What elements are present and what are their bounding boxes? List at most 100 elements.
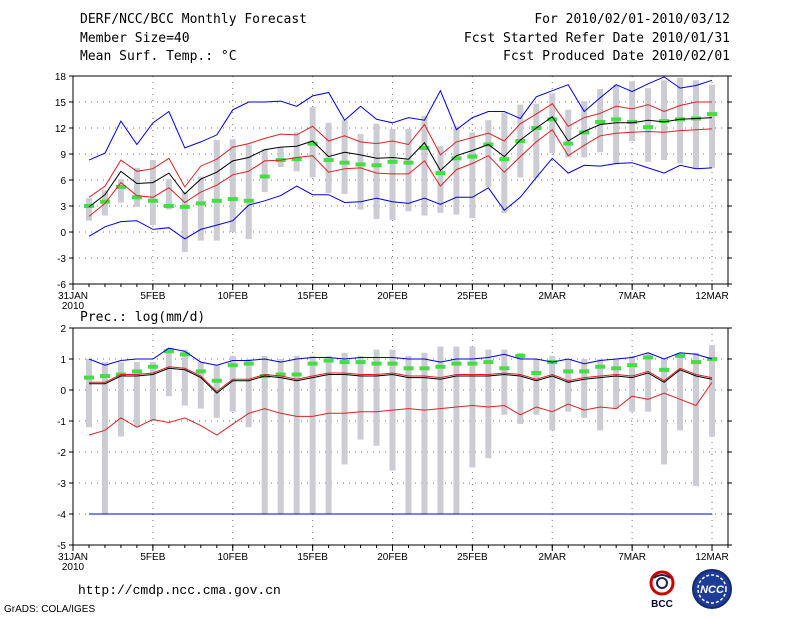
- median-mark: [323, 358, 334, 363]
- median-mark: [339, 160, 350, 165]
- y-tick-label: 6: [60, 176, 66, 187]
- median-mark: [707, 112, 718, 117]
- median-mark: [515, 353, 526, 358]
- spread-bar: [453, 126, 460, 215]
- median-mark: [179, 204, 190, 209]
- spread-bar: [565, 109, 572, 158]
- started-date: Fcst Started Refer Date 2010/01/31: [463, 31, 730, 46]
- x-tick-label: 2MAR: [538, 552, 566, 563]
- median-mark: [83, 204, 94, 208]
- y-tick-label: 0: [60, 228, 66, 239]
- spread-bar: [565, 359, 572, 412]
- spread-bar: [325, 122, 332, 193]
- ncc-logo-text: NCC: [700, 584, 725, 596]
- spread-bar: [325, 355, 332, 514]
- forecast-title: DERF/NCC/BCC Monthly Forecast: [80, 12, 307, 27]
- median-mark: [659, 119, 670, 124]
- median-mark: [83, 375, 94, 380]
- spread-bar: [341, 120, 348, 194]
- spread-bar: [245, 144, 252, 239]
- spread-bar: [469, 132, 476, 219]
- spread-bar: [613, 84, 620, 165]
- spread-bar: [677, 352, 684, 431]
- spread-bar: [117, 179, 124, 203]
- spread-bar: [181, 192, 188, 252]
- median-mark: [595, 119, 606, 124]
- median-mark: [419, 366, 430, 371]
- source-url[interactable]: http://cmdp.ncc.cma.gov.cn: [78, 583, 281, 598]
- y-tick-label: 9: [60, 150, 66, 161]
- y-tick-label: 12: [55, 124, 67, 135]
- x-tick-label: 7MAR: [618, 291, 646, 302]
- median-mark: [307, 141, 318, 146]
- median-mark: [547, 117, 558, 122]
- spread-bar: [453, 346, 460, 514]
- median-mark: [387, 159, 398, 164]
- median-mark: [163, 204, 174, 208]
- median-mark: [147, 364, 158, 369]
- variable-label: Mean Surf. Temp.: °C: [80, 49, 237, 64]
- spread-bar: [581, 101, 588, 158]
- x-tick-label: 2MAR: [538, 291, 566, 302]
- spread-bar: [485, 349, 492, 459]
- spread-bar: [693, 352, 700, 487]
- median-mark: [195, 369, 206, 374]
- x-tick-label: 5FEB: [140, 291, 165, 302]
- median-mark: [643, 125, 654, 130]
- median-mark: [611, 366, 622, 371]
- x-tick-label: 15FEB: [297, 291, 328, 302]
- median-mark: [339, 360, 350, 365]
- median-mark: [403, 160, 414, 165]
- spread-bar: [613, 359, 620, 409]
- spread-bar: [485, 120, 492, 187]
- spread-bar: [405, 355, 412, 514]
- median-mark: [131, 369, 142, 374]
- median-mark: [243, 361, 254, 366]
- max-line: [88, 76, 713, 161]
- x-tick-label: 10FEB: [217, 552, 248, 563]
- spread-bar: [501, 112, 508, 213]
- median-mark: [243, 198, 254, 203]
- ncc-logo: NCC: [692, 569, 732, 609]
- median-mark: [323, 158, 334, 163]
- spread-bar: [645, 88, 652, 162]
- spread-bar: [629, 81, 636, 141]
- median-mark: [483, 360, 494, 365]
- spread-bar: [213, 140, 220, 241]
- median-mark: [227, 363, 238, 368]
- spread-bar: [85, 359, 92, 428]
- spread-bar: [629, 355, 636, 412]
- spread-bar: [645, 352, 652, 412]
- median-mark: [563, 369, 574, 374]
- spread-bar: [373, 123, 380, 219]
- spread-bar: [309, 355, 316, 514]
- median-mark: [691, 360, 702, 365]
- upper-sigma-line: [89, 366, 713, 393]
- median-mark: [499, 157, 510, 162]
- spread-bar: [117, 362, 124, 437]
- bcc-logo-text: BCC: [651, 599, 673, 610]
- plot-frame: [72, 327, 729, 546]
- spread-bar: [517, 352, 524, 425]
- median-mark: [451, 361, 462, 366]
- median-mark: [179, 352, 190, 357]
- spread-bar: [357, 355, 364, 440]
- spread-bar: [693, 80, 700, 169]
- y-tick-label: -4: [57, 510, 66, 521]
- median-mark: [387, 361, 398, 366]
- median-mark: [659, 367, 670, 372]
- median-mark: [211, 378, 222, 383]
- spread-bar: [197, 362, 204, 409]
- x-tick-label: 5FEB: [140, 552, 165, 563]
- spread-bar: [293, 132, 300, 172]
- x-tick-label: 7MAR: [618, 552, 646, 563]
- spread-bar: [421, 115, 428, 216]
- upper-sigma-line: [88, 101, 712, 198]
- y-tick-label: 3: [60, 202, 66, 213]
- median-mark: [611, 117, 622, 122]
- x-tick-label: 15FEB: [297, 552, 328, 563]
- x-tick-label: 20FEB: [377, 291, 408, 302]
- spread-bar: [293, 355, 300, 514]
- x-tick-label: 20FEB: [377, 552, 408, 563]
- spread-bar: [501, 349, 508, 415]
